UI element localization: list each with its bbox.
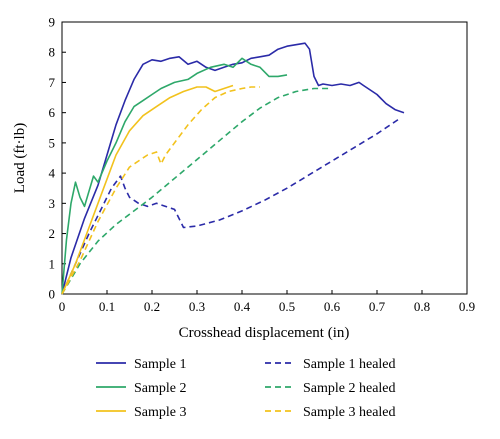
y-tick-label: 1 [49, 256, 56, 271]
series-line-5 [61, 84, 234, 295]
plot-frame [61, 21, 468, 295]
x-tick-label: 0.4 [234, 299, 251, 314]
x-tick-label: 0.6 [324, 299, 341, 314]
y-tick-label: 9 [49, 15, 56, 30]
series-line-1 [61, 42, 405, 295]
legend: Sample 1 Sample 1 healed Sample 2 Sample 2 … [96, 357, 396, 420]
y-tick-label: 8 [49, 45, 56, 60]
legend-label-3: Sample 2 [134, 381, 187, 396]
x-axis-label: Crosshead displacement (in) [179, 325, 350, 341]
legend-label-1: Sample 1 [134, 357, 187, 372]
y-tick-label: 6 [49, 105, 56, 120]
series-line-2 [61, 118, 400, 295]
legend-label-5: Sample 3 [134, 405, 187, 420]
x-tick-label: 0.8 [414, 299, 430, 314]
x-tick-label: 0.5 [279, 299, 295, 314]
y-tick-label: 2 [49, 226, 56, 241]
y-tick-label: 3 [49, 196, 56, 211]
data-series [61, 42, 405, 295]
x-tick-label: 0.9 [459, 299, 475, 314]
y-tick-label: 4 [49, 166, 56, 181]
series-line-6 [61, 86, 260, 295]
y-tick-label: 0 [49, 287, 56, 302]
x-tick-label: 0.2 [144, 299, 160, 314]
y-tick-label: 7 [49, 75, 56, 90]
x-tick-label: 0.7 [369, 299, 386, 314]
legend-label-2: Sample 1 healed [303, 357, 396, 372]
x-tick-label: 0.3 [189, 299, 205, 314]
axis-ticks: 0 0.1 0.2 0.3 0.4 0.5 0.6 0.7 0.8 0.9 0 1 2 3 4 5 6 7 8 9 [49, 15, 476, 315]
x-tick-label: 0.1 [99, 299, 115, 314]
series-line-4 [61, 87, 332, 295]
y-axis-label: Load (ft·lb) [12, 123, 28, 193]
x-tick-label: 0 [59, 299, 66, 314]
legend-label-4: Sample 2 healed [303, 381, 396, 396]
series-line-3 [61, 57, 288, 295]
legend-label-6: Sample 3 healed [303, 405, 396, 420]
y-tick-label: 5 [49, 135, 56, 150]
